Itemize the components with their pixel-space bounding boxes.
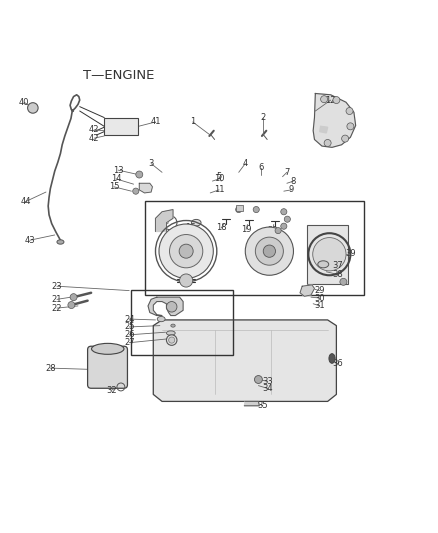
- Text: 19: 19: [241, 225, 251, 234]
- Circle shape: [136, 171, 143, 178]
- Circle shape: [281, 209, 287, 215]
- Text: 8: 8: [291, 176, 296, 185]
- Circle shape: [170, 235, 203, 268]
- Text: 17: 17: [157, 223, 167, 231]
- Circle shape: [263, 245, 276, 257]
- Ellipse shape: [57, 240, 64, 244]
- Circle shape: [236, 206, 242, 213]
- Bar: [307, 225, 348, 284]
- Circle shape: [333, 96, 340, 103]
- Text: 21: 21: [52, 295, 62, 304]
- Circle shape: [255, 237, 283, 265]
- Ellipse shape: [318, 261, 328, 268]
- Text: 23: 23: [52, 282, 62, 290]
- Circle shape: [166, 302, 177, 312]
- Text: 32: 32: [106, 385, 117, 394]
- Text: 41: 41: [150, 117, 161, 126]
- Text: 13: 13: [113, 166, 124, 175]
- Circle shape: [253, 206, 259, 213]
- Circle shape: [169, 337, 175, 343]
- Text: 10: 10: [214, 174, 224, 183]
- Circle shape: [245, 227, 293, 275]
- Text: 9: 9: [289, 185, 294, 195]
- Text: 38: 38: [332, 270, 343, 279]
- Text: 4: 4: [243, 159, 248, 168]
- Circle shape: [275, 228, 281, 233]
- Text: 42: 42: [89, 134, 99, 143]
- Text: T—ENGINE: T—ENGINE: [83, 69, 154, 83]
- Polygon shape: [320, 126, 328, 133]
- Polygon shape: [139, 183, 152, 193]
- Text: 1: 1: [190, 117, 195, 126]
- Polygon shape: [300, 285, 314, 296]
- Text: 18: 18: [216, 223, 226, 232]
- Circle shape: [133, 188, 139, 194]
- Circle shape: [347, 123, 354, 130]
- Circle shape: [179, 244, 193, 258]
- Text: 2: 2: [260, 113, 265, 122]
- Bar: [145, 201, 364, 295]
- Ellipse shape: [92, 343, 124, 354]
- Circle shape: [324, 140, 331, 147]
- Text: 35: 35: [258, 401, 268, 410]
- Circle shape: [159, 224, 213, 278]
- Circle shape: [254, 376, 262, 383]
- Text: 29: 29: [314, 286, 325, 295]
- Bar: [131, 290, 233, 355]
- Text: 34: 34: [262, 384, 272, 393]
- Text: 44: 44: [20, 197, 31, 206]
- Ellipse shape: [171, 324, 175, 327]
- Text: 3: 3: [148, 159, 154, 168]
- Text: 33: 33: [262, 377, 272, 386]
- Polygon shape: [244, 401, 259, 406]
- Polygon shape: [155, 209, 173, 231]
- Text: 43: 43: [25, 236, 35, 245]
- FancyBboxPatch shape: [88, 346, 127, 388]
- Circle shape: [281, 223, 287, 229]
- Text: 7: 7: [284, 168, 290, 177]
- Bar: [236, 205, 243, 211]
- Circle shape: [340, 278, 347, 285]
- Text: 30: 30: [314, 294, 325, 303]
- Text: 6: 6: [258, 164, 263, 173]
- Circle shape: [70, 294, 77, 301]
- Text: 37: 37: [332, 261, 343, 270]
- Bar: [104, 118, 138, 135]
- Text: 40: 40: [19, 98, 29, 107]
- Circle shape: [346, 108, 353, 115]
- Text: 11: 11: [214, 185, 224, 195]
- Text: 16: 16: [185, 223, 196, 231]
- Text: 27: 27: [124, 338, 134, 347]
- Text: 15: 15: [109, 182, 119, 191]
- Text: 36: 36: [332, 359, 343, 368]
- Polygon shape: [153, 320, 336, 401]
- Text: 25: 25: [124, 322, 134, 332]
- Text: 24: 24: [124, 314, 134, 324]
- Text: 31: 31: [314, 302, 325, 310]
- Text: 39: 39: [345, 249, 356, 258]
- Text: 22: 22: [52, 304, 62, 313]
- Circle shape: [68, 302, 75, 309]
- Text: 26: 26: [124, 330, 134, 340]
- Polygon shape: [313, 93, 356, 147]
- Text: 12: 12: [325, 95, 336, 104]
- Polygon shape: [148, 297, 183, 316]
- Circle shape: [342, 135, 349, 142]
- Text: 14: 14: [111, 174, 121, 183]
- Text: 5: 5: [216, 172, 222, 181]
- Ellipse shape: [166, 331, 175, 335]
- Circle shape: [313, 238, 346, 271]
- Text: 42: 42: [89, 125, 99, 134]
- Text: 20: 20: [268, 225, 278, 235]
- Ellipse shape: [191, 220, 201, 226]
- Circle shape: [180, 274, 193, 287]
- Ellipse shape: [329, 354, 335, 364]
- Text: 28: 28: [45, 364, 56, 373]
- Circle shape: [166, 335, 177, 345]
- Ellipse shape: [157, 317, 165, 322]
- Circle shape: [284, 216, 290, 222]
- Circle shape: [28, 103, 38, 113]
- Circle shape: [321, 96, 328, 103]
